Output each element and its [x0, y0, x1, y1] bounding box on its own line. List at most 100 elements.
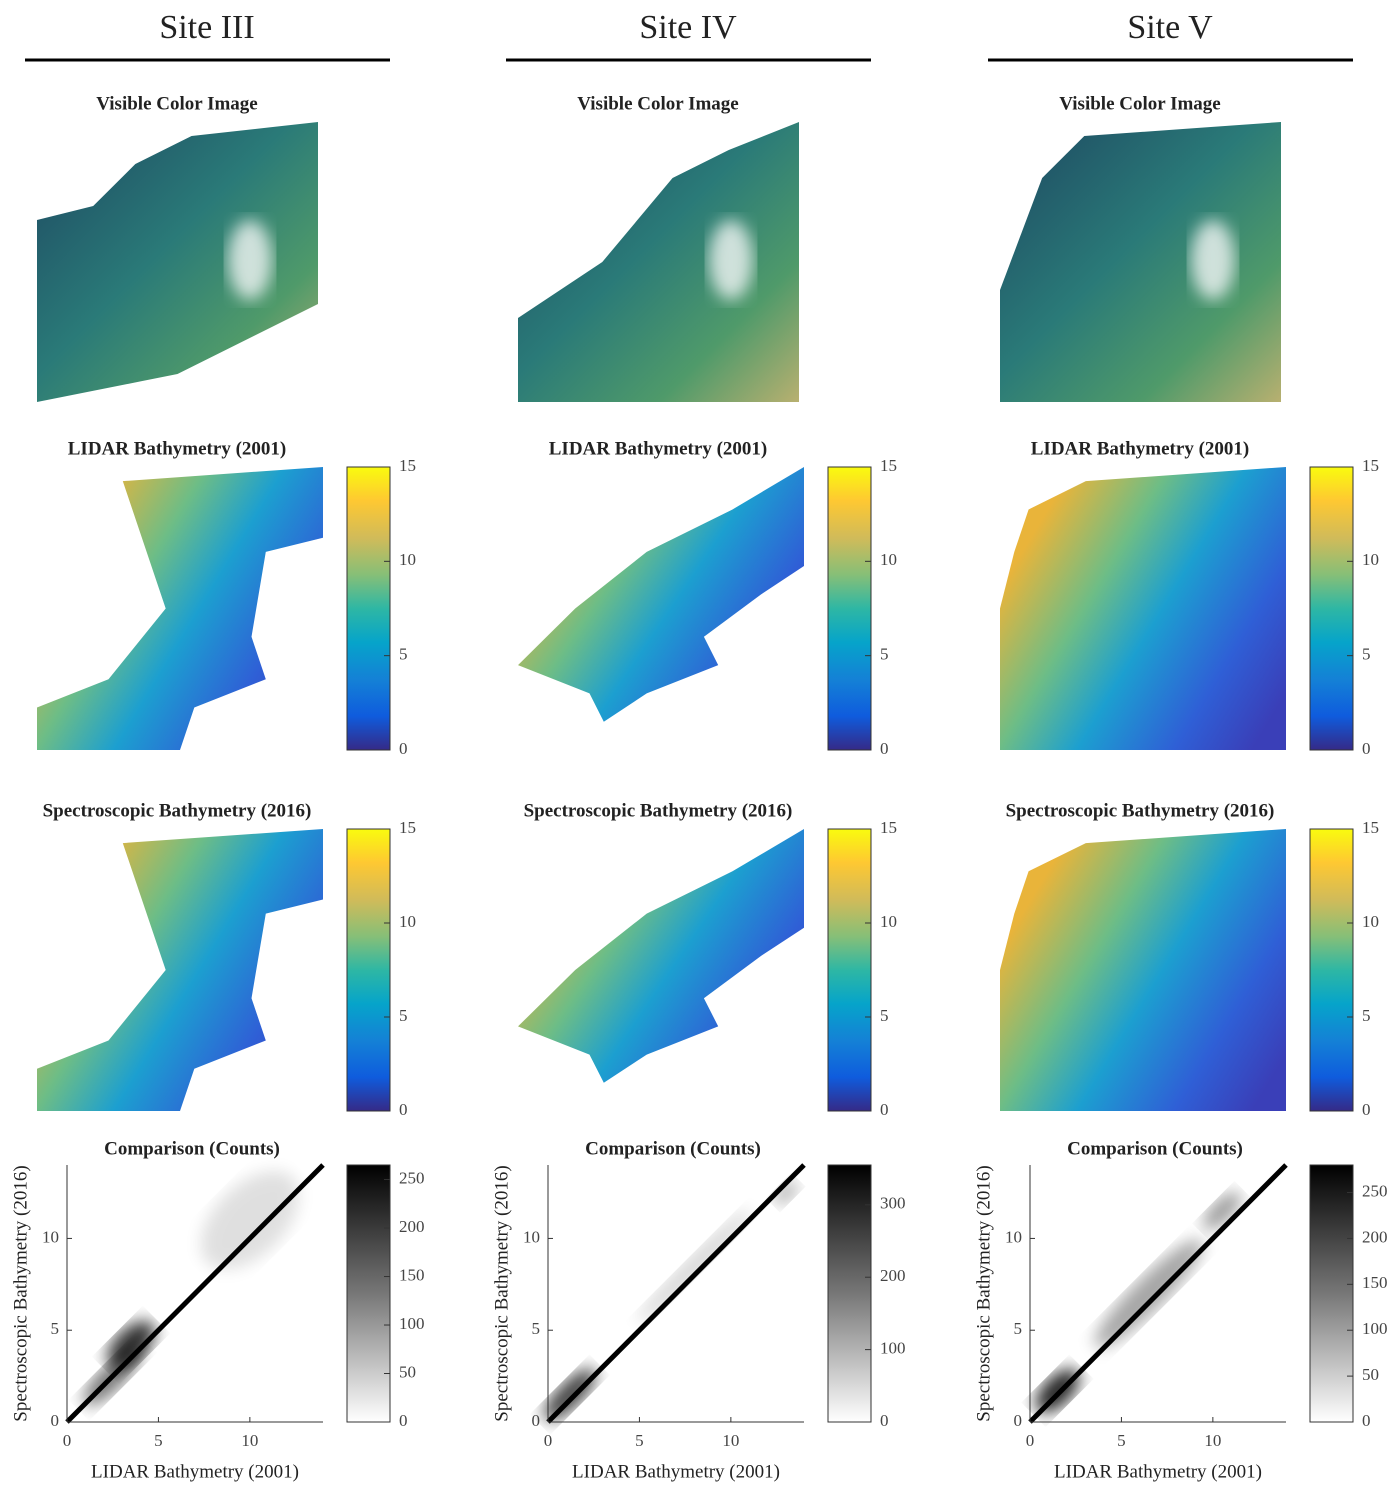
y-axis-label: Spectroscopic Bathymetry (2016)	[491, 1165, 512, 1421]
identity-line	[1028, 1163, 1288, 1424]
colorbar-tick-label: 10	[1362, 912, 1379, 931]
colorbar	[1309, 828, 1354, 1112]
colorbar-tick-label: 50	[1362, 1365, 1379, 1384]
x-tick-label: 0	[544, 1431, 553, 1450]
panel-title: Spectroscopic Bathymetry (2016)	[43, 800, 312, 821]
colorbar-tick-label: 15	[1362, 818, 1379, 837]
colorbar-tick-label: 15	[880, 818, 897, 837]
colorbar-tick-label: 200	[1362, 1227, 1388, 1246]
bathymetry-map	[1000, 467, 1286, 750]
column-title: Site III	[159, 9, 254, 46]
x-axis-label: LIDAR Bathymetry (2001)	[572, 1461, 780, 1482]
panel-title: Spectroscopic Bathymetry (2016)	[1006, 800, 1275, 821]
colorbar-tick-label: 100	[1362, 1319, 1388, 1338]
colorbar-tick-label: 5	[1362, 1006, 1371, 1025]
panel-title: Visible Color Image	[577, 93, 739, 114]
colorbar-tick-label: 15	[399, 456, 416, 475]
panel-title: Comparison (Counts)	[585, 1138, 761, 1159]
x-tick-label: 10	[722, 1431, 739, 1450]
image-surf	[1191, 220, 1235, 300]
density-blob	[1094, 1239, 1204, 1348]
colorbar	[346, 466, 391, 751]
density-blob	[200, 1170, 299, 1270]
colorbar	[346, 1164, 391, 1423]
colorbar-tick-label: 0	[1362, 1100, 1371, 1119]
colorbar-tick-label: 5	[399, 1006, 408, 1025]
colorbar-tick-label: 5	[399, 645, 408, 664]
colorbar-tick-label: 10	[399, 912, 416, 931]
colorbar-tick-label: 15	[1362, 456, 1379, 475]
column-title: Site IV	[639, 9, 737, 46]
colorbar-tick-label: 150	[399, 1265, 425, 1284]
column-title: Site V	[1127, 9, 1213, 46]
density-blob	[1202, 1191, 1242, 1230]
y-tick-label: 0	[51, 1411, 60, 1430]
bathymetry-map	[37, 467, 323, 750]
colorbar-tick-label: 300	[880, 1194, 906, 1213]
x-tick-label: 10	[1204, 1431, 1221, 1450]
colorbar	[1309, 466, 1354, 751]
colorbar-tick-label: 150	[1362, 1273, 1388, 1292]
colorbar-tick-label: 0	[880, 1411, 889, 1430]
colorbar-tick-label: 0	[399, 1100, 408, 1119]
colorbar-tick-label: 10	[1362, 550, 1379, 569]
density-blob	[543, 1368, 597, 1421]
colorbar	[827, 828, 872, 1112]
y-tick-label: 0	[532, 1411, 541, 1430]
x-tick-label: 10	[241, 1431, 258, 1450]
y-tick-label: 10	[1005, 1227, 1022, 1246]
panel-title: Visible Color Image	[96, 93, 258, 114]
colorbar-tick-label: 5	[880, 1006, 889, 1025]
density-blob	[637, 1209, 752, 1323]
y-tick-label: 5	[532, 1319, 541, 1338]
panel-title: LIDAR Bathymetry (2001)	[549, 438, 767, 459]
y-tick-label: 0	[1014, 1411, 1023, 1430]
y-tick-label: 5	[1014, 1319, 1023, 1338]
identity-line	[546, 1163, 806, 1424]
colorbar-tick-label: 250	[399, 1168, 425, 1187]
bathymetry-map	[37, 829, 323, 1111]
colorbar-tick-label: 5	[1362, 645, 1371, 664]
colorbar-tick-label: 250	[1362, 1181, 1388, 1200]
image-surf	[228, 220, 272, 300]
panel-title: Comparison (Counts)	[1067, 1138, 1243, 1159]
colorbar-tick-label: 15	[880, 456, 897, 475]
color-image	[37, 122, 318, 402]
image-surf	[709, 220, 753, 300]
colorbar	[1309, 1164, 1354, 1423]
colorbar-tick-label: 100	[880, 1339, 906, 1358]
panel-title: LIDAR Bathymetry (2001)	[1031, 438, 1249, 459]
density	[543, 1180, 798, 1421]
panel-title: LIDAR Bathymetry (2001)	[68, 438, 286, 459]
x-tick-label: 5	[1117, 1431, 1126, 1450]
panel-title: Comparison (Counts)	[104, 1138, 280, 1159]
x-tick-label: 5	[635, 1431, 644, 1450]
colorbar-tick-label: 10	[399, 550, 416, 569]
colorbar-tick-label: 100	[399, 1314, 425, 1333]
density-blob	[106, 1320, 156, 1369]
colorbar-tick-label: 0	[399, 739, 408, 758]
colorbar-tick-label: 200	[399, 1217, 425, 1236]
colorbar-tick-label: 0	[1362, 1411, 1371, 1430]
colorbar-tick-label: 5	[880, 645, 889, 664]
colorbar-tick-label: 10	[880, 912, 897, 931]
colorbar	[827, 466, 872, 751]
density-blob	[773, 1180, 798, 1205]
colorbar-tick-label: 200	[880, 1266, 906, 1285]
x-axis-label: LIDAR Bathymetry (2001)	[91, 1461, 299, 1482]
y-tick-label: 10	[42, 1227, 59, 1246]
bathymetry-map	[1000, 829, 1286, 1111]
y-tick-label: 5	[51, 1319, 60, 1338]
y-axis-label: Spectroscopic Bathymetry (2016)	[973, 1165, 994, 1421]
colorbar-tick-label: 15	[399, 818, 416, 837]
colorbar-tick-label: 0	[880, 1100, 889, 1119]
colorbar-tick-label: 0	[1362, 739, 1371, 758]
color-image	[1000, 122, 1281, 402]
bathymetry-map	[518, 829, 804, 1083]
x-tick-label: 5	[154, 1431, 163, 1450]
density	[1035, 1191, 1242, 1413]
colorbar-tick-label: 0	[880, 739, 889, 758]
y-tick-label: 10	[523, 1227, 540, 1246]
panel-title: Visible Color Image	[1059, 93, 1221, 114]
